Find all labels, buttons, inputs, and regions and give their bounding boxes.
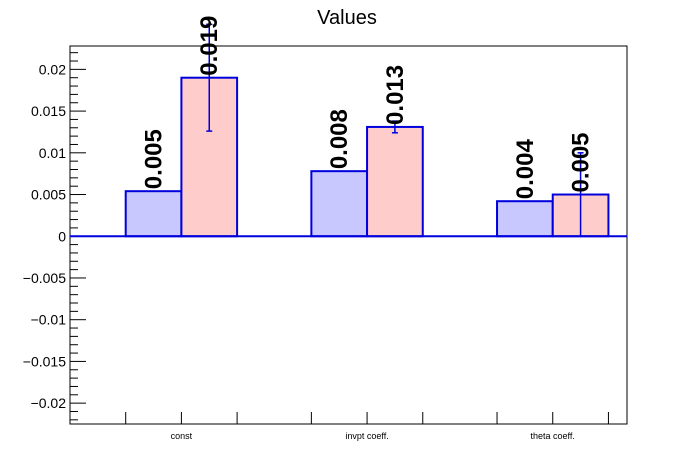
y-tick-label: 0.02 [39, 61, 66, 77]
y-tick-label: 0.015 [31, 103, 66, 119]
plot-area: 0.02 0.015 0.01 0.005 0 −0.005 −0.01 −0.015 −0.0… [23, 16, 628, 441]
y-tick-label: 0.01 [39, 145, 66, 161]
plot-frame [69, 45, 628, 425]
x-tick-label: const [171, 431, 193, 441]
x-tick-label: theta coeff. [531, 431, 575, 441]
bar [496, 200, 554, 238]
y-tick-label: 0 [58, 228, 66, 244]
x-tick-label: invpt coeff. [345, 431, 388, 441]
y-tick-label: −0.02 [31, 395, 67, 411]
bar [310, 170, 369, 238]
y-tick-label: 0.005 [31, 187, 66, 203]
data-label: 0.005 [568, 132, 595, 192]
chart-title: Values [317, 7, 377, 29]
data-label: 0.013 [382, 65, 409, 125]
data-label: 0.005 [141, 129, 168, 189]
data-label: 0.008 [326, 109, 353, 169]
data-label: 0.019 [196, 16, 223, 76]
data-label: 0.004 [512, 138, 539, 199]
y-tick-label: −0.01 [31, 312, 67, 328]
y-tick-label: −0.005 [23, 270, 66, 286]
y-tick-label: −0.015 [23, 353, 66, 369]
bar [124, 190, 183, 238]
bar [366, 125, 424, 238]
